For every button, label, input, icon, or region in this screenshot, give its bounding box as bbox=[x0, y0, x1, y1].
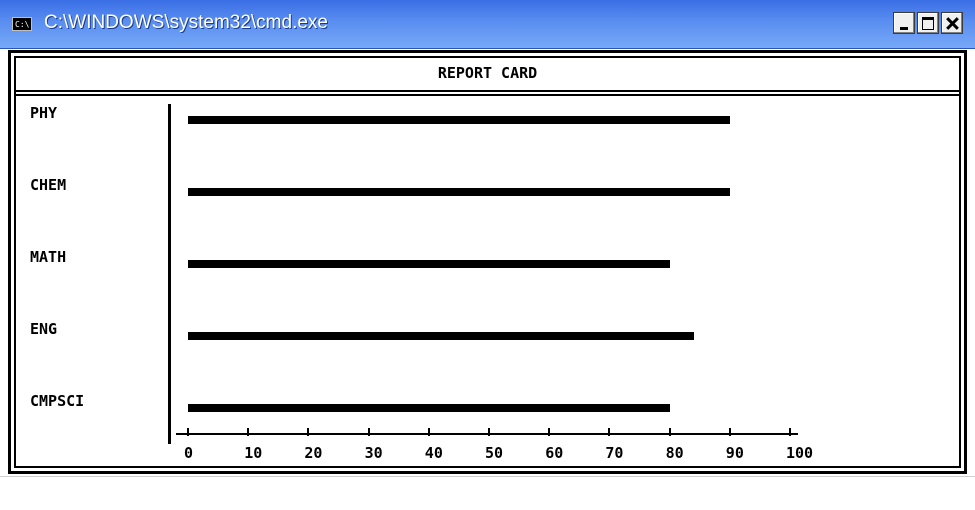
x-tick bbox=[367, 428, 370, 436]
bar-cmpsci bbox=[188, 404, 670, 412]
x-tick bbox=[548, 428, 551, 436]
header-divider bbox=[14, 90, 961, 96]
title-bar[interactable]: C:\ C:\WINDOWS\system32\cmd.exe bbox=[0, 0, 975, 49]
category-label: MATH bbox=[30, 248, 67, 266]
bar-eng bbox=[188, 332, 694, 340]
maximize-button[interactable] bbox=[917, 12, 939, 34]
x-tick-label: 70 bbox=[605, 444, 624, 462]
x-tick bbox=[668, 428, 671, 436]
x-tick-label: 80 bbox=[665, 444, 684, 462]
report-title: REPORT CARD bbox=[437, 64, 538, 82]
x-tick-label: 20 bbox=[304, 444, 323, 462]
x-tick bbox=[728, 428, 731, 436]
minimize-button[interactable] bbox=[893, 12, 915, 34]
cmd-icon[interactable]: C:\ bbox=[12, 17, 32, 31]
outer-frame bbox=[8, 50, 967, 474]
x-tick bbox=[427, 428, 430, 436]
window-title: C:\WINDOWS\system32\cmd.exe bbox=[44, 12, 328, 33]
x-tick bbox=[608, 428, 611, 436]
y-axis-line bbox=[168, 104, 171, 444]
x-tick-label: 0 bbox=[184, 444, 194, 462]
category-label: PHY bbox=[30, 104, 58, 122]
bar-chem bbox=[188, 188, 730, 196]
x-tick bbox=[307, 428, 310, 436]
bar-phy bbox=[188, 116, 730, 124]
x-tick-label: 50 bbox=[485, 444, 504, 462]
bar-math bbox=[188, 260, 670, 268]
x-tick-label: 100 bbox=[786, 444, 814, 462]
category-label: CHEM bbox=[30, 176, 67, 194]
x-tick-label: 40 bbox=[424, 444, 443, 462]
x-tick bbox=[187, 428, 189, 436]
x-tick-label: 90 bbox=[725, 444, 744, 462]
bottom-strip bbox=[0, 476, 975, 510]
x-tick-label: 10 bbox=[244, 444, 263, 462]
x-axis-line bbox=[176, 433, 798, 435]
x-tick bbox=[488, 428, 490, 436]
category-label: CMPSCI bbox=[30, 392, 85, 410]
x-tick-label: 30 bbox=[364, 444, 383, 462]
category-label: ENG bbox=[30, 320, 58, 338]
x-tick bbox=[789, 428, 791, 436]
x-tick bbox=[247, 428, 250, 436]
x-tick-label: 60 bbox=[545, 444, 564, 462]
report-card-chart: PHY CHEM MATH ENG CMPSCI 0 10 20 30 40 50 60 70 80 90 1… bbox=[8, 50, 967, 474]
close-button[interactable] bbox=[941, 12, 963, 34]
inner-frame bbox=[14, 56, 961, 468]
